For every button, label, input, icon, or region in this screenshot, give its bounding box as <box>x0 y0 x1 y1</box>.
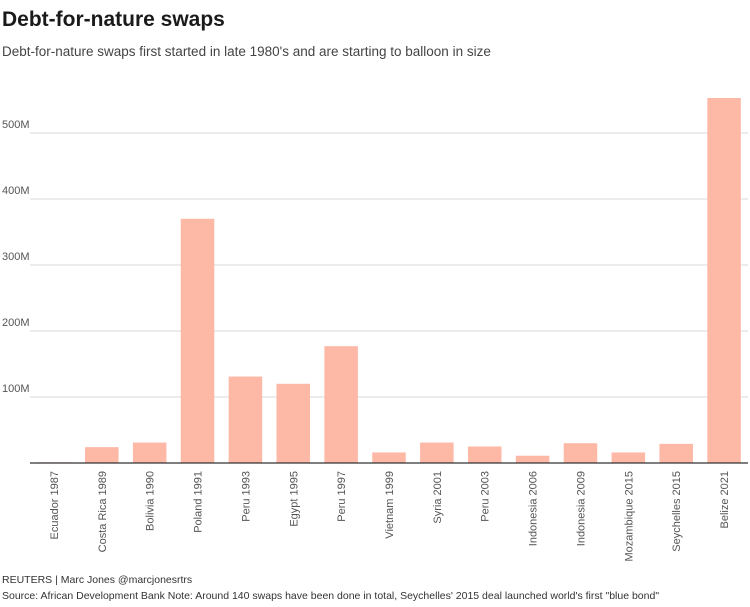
bar-seychelles-2015 <box>659 443 693 463</box>
bar-peru-1997 <box>324 346 358 463</box>
x-tick-label: Peru 1993 <box>240 471 252 522</box>
bar-vietnam-1999 <box>372 452 406 463</box>
bar-poland-1991 <box>180 218 215 463</box>
bar-indonesia-2006 <box>515 455 550 463</box>
x-tick-label: Peru 1997 <box>336 471 348 522</box>
x-tick-label: Vietnam 1999 <box>384 471 396 539</box>
bar-bolivia-1990 <box>132 442 167 463</box>
x-tick-label: Peru 2003 <box>480 471 492 522</box>
chart-title: Debt-for-nature swaps <box>2 8 225 31</box>
source-note: Source: African Development Bank Note: A… <box>2 590 660 602</box>
x-tick-label: Belize 2021 <box>719 471 731 529</box>
y-tick-label: 200M <box>2 317 30 329</box>
x-tick-label: Mozambique 2015 <box>623 471 635 562</box>
bar-mozambique-2015 <box>611 452 646 463</box>
x-tick-label: Bolivia 1990 <box>145 471 157 531</box>
bar-belize-2021 <box>707 98 741 464</box>
x-tick-label: Seychelles 2015 <box>671 471 683 552</box>
bar-chart: 100M 200M 300M 400M 500M Ecuador 1987 Costa Ri… <box>2 98 748 562</box>
x-tick-label: Poland 1991 <box>193 471 205 533</box>
byline: REUTERS | Marc Jones @marcjonesrtrs <box>2 574 193 586</box>
x-tick-label: Costa Rica 1989 <box>97 471 109 552</box>
y-tick-label: 400M <box>2 185 30 197</box>
x-tick-label: Indonesia 2006 <box>528 471 540 546</box>
y-tick-label: 300M <box>2 251 30 263</box>
x-tick-label: Ecuador 1987 <box>49 471 61 540</box>
bar-indonesia-2009 <box>563 443 598 463</box>
bar-peru-1993 <box>228 376 263 463</box>
y-tick-label: 500M <box>2 119 30 131</box>
bar-egypt-1995 <box>276 383 311 463</box>
x-tick-label: Egypt 1995 <box>288 471 300 527</box>
y-tick-label: 100M <box>2 383 30 395</box>
chart-subtitle: Debt-for-nature swaps first started in l… <box>2 44 491 59</box>
bar-costa-rica-1989 <box>85 447 119 463</box>
bar-peru-2003 <box>467 446 502 463</box>
x-tick-label: Indonesia 2009 <box>575 471 587 546</box>
bar-syria-2001 <box>420 442 454 463</box>
x-tick-label: Syria 2001 <box>432 471 444 524</box>
